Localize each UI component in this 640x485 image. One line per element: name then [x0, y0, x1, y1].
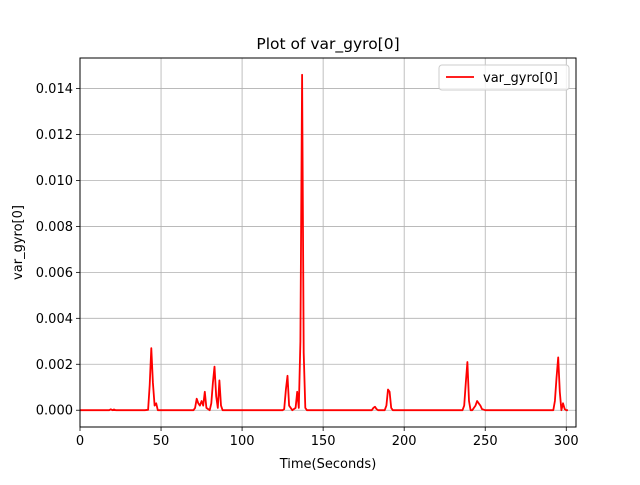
legend-entry-label: var_gyro[0]	[483, 71, 558, 86]
x-tick-label: 50	[153, 434, 170, 449]
y-axis-label: var_gyro[0]	[11, 205, 26, 280]
y-tick-label: 0.012	[36, 128, 73, 143]
y-tick-label: 0.010	[36, 174, 73, 189]
plot-frame	[79, 57, 577, 428]
series-line-0	[80, 73, 568, 412]
y-tick-label: 0.000	[36, 404, 73, 419]
y-tick-label: 0.008	[36, 220, 73, 235]
y-tick-label: 0.014	[36, 82, 73, 97]
chart-title: Plot of var_gyro[0]	[256, 35, 399, 54]
x-tick-label: 100	[230, 434, 255, 449]
y-tick-label: 0.006	[36, 266, 73, 281]
y-axis-ticks: 0.000 0.002 0.004 0.006 0.008 0.010 0.012 0.014	[36, 82, 80, 419]
x-axis-ticks: 0 50 100 150 200 250 300	[76, 427, 579, 449]
x-tick-label: 0	[76, 434, 84, 449]
plot-area	[80, 58, 576, 427]
series-layer	[80, 73, 568, 412]
x-axis-label: Time(Seconds)	[279, 457, 377, 472]
x-tick-label: 250	[473, 434, 498, 449]
x-tick-label: 200	[392, 434, 417, 449]
legend-box	[438, 64, 570, 91]
y-tick-label: 0.002	[36, 358, 73, 373]
x-tick-label: 300	[554, 434, 579, 449]
x-tick-label: 150	[311, 434, 336, 449]
legend: var_gyro[0]	[438, 64, 570, 91]
y-tick-label: 0.004	[36, 312, 73, 327]
